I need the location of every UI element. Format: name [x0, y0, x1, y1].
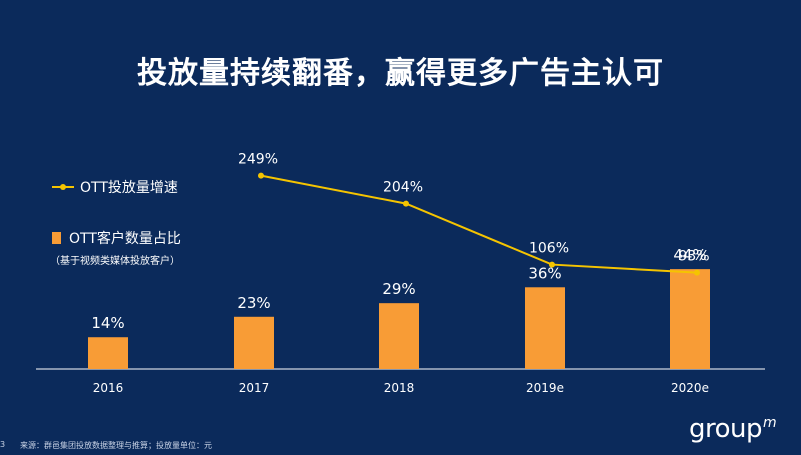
x-tick-label-2019e: 2019e — [526, 381, 564, 395]
bar-label-2019e: 36% — [528, 264, 561, 282]
growth-label-2018: 204% — [383, 180, 423, 196]
x-tick-label-2018: 2018 — [384, 381, 415, 395]
growth-point-2017 — [258, 172, 264, 179]
legend-growth-rate: OTT投放量增速 — [52, 177, 178, 197]
x-tick-label-2017: 2017 — [239, 381, 270, 395]
growth-point-2019e — [549, 261, 555, 268]
bar-label-2020e: 44% — [673, 246, 706, 264]
page-title: 投放量持续翻番，赢得更多广告主认可 — [137, 56, 664, 91]
x-tick-label-2020e: 2020e — [671, 381, 709, 395]
page-number: 3 — [0, 440, 6, 449]
growth-label-2017: 249% — [238, 152, 278, 168]
bar-2019e — [525, 287, 565, 369]
legend-line-swatch — [52, 184, 74, 190]
bar-2020e — [670, 269, 710, 369]
legend-bar-note: （基于视频类媒体投放客户） — [50, 256, 180, 267]
bar-label-2016: 14% — [91, 314, 124, 332]
legend-client-share: OTT客户数量占比 — [52, 228, 181, 248]
groupm-logo: groupm — [689, 414, 777, 444]
bar-label-2017: 23% — [237, 294, 270, 312]
growth-label-2020e: 93% — [678, 249, 709, 265]
legend-bar-swatch — [52, 232, 61, 244]
logo-sup: m — [763, 415, 777, 432]
growth-point-2018 — [403, 200, 409, 207]
bar-2016 — [88, 337, 128, 369]
growth-label-2019e: 106% — [529, 241, 569, 257]
x-tick-label-2016: 2016 — [93, 381, 124, 395]
bar-2018 — [379, 303, 419, 369]
bar-2017 — [234, 316, 274, 369]
bar-label-2018: 29% — [382, 280, 415, 298]
legend-bar-label: OTT客户数量占比 — [69, 231, 181, 247]
source-note: 来源：群邑集团投放数据整理与推算；投放量单位：元 — [20, 441, 212, 450]
legend-line-label: OTT投放量增速 — [80, 180, 178, 196]
growth-point-2020e — [694, 269, 700, 276]
growth-rate-line — [260, 174, 698, 274]
logo-text: group — [689, 414, 763, 444]
